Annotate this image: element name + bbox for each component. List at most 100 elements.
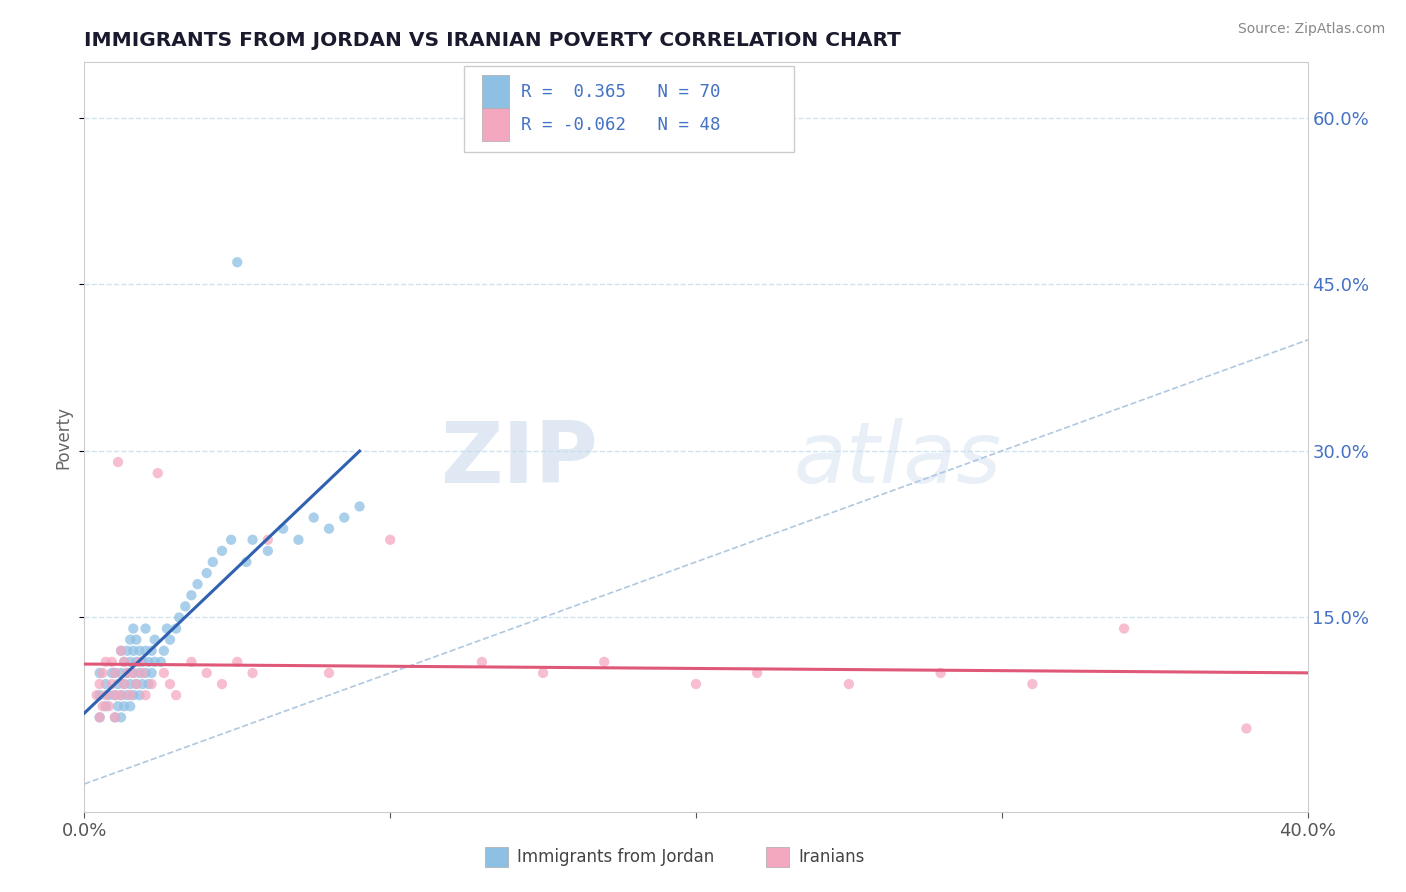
Point bbox=[318, 665, 340, 680]
Point bbox=[1236, 722, 1258, 736]
Point bbox=[333, 510, 356, 524]
Point bbox=[101, 655, 124, 669]
Point bbox=[125, 677, 148, 691]
Point bbox=[125, 655, 148, 669]
Point bbox=[107, 699, 129, 714]
Point bbox=[128, 655, 150, 669]
Point bbox=[211, 677, 233, 691]
Point bbox=[156, 622, 179, 636]
Point bbox=[143, 655, 166, 669]
Point bbox=[89, 677, 111, 691]
Bar bbox=[482, 108, 509, 141]
Point bbox=[287, 533, 309, 547]
Point bbox=[135, 644, 157, 658]
Bar bbox=[482, 75, 509, 108]
Point bbox=[143, 632, 166, 647]
Point bbox=[97, 688, 120, 702]
Point bbox=[89, 710, 111, 724]
Point bbox=[380, 533, 402, 547]
Point bbox=[122, 665, 145, 680]
Point bbox=[104, 688, 127, 702]
Point bbox=[180, 588, 202, 602]
Text: R =  0.365   N = 70: R = 0.365 N = 70 bbox=[522, 83, 720, 101]
Point bbox=[146, 466, 169, 480]
Point bbox=[195, 566, 218, 580]
Point bbox=[1021, 677, 1043, 691]
Point bbox=[128, 688, 150, 702]
Point bbox=[141, 644, 163, 658]
Point bbox=[929, 665, 952, 680]
Point bbox=[104, 710, 127, 724]
Point bbox=[94, 699, 117, 714]
FancyBboxPatch shape bbox=[464, 66, 794, 153]
Point bbox=[131, 655, 153, 669]
Point bbox=[128, 665, 150, 680]
Point bbox=[86, 688, 108, 702]
Point bbox=[186, 577, 208, 591]
Point bbox=[153, 644, 176, 658]
Point bbox=[89, 665, 111, 680]
Point bbox=[195, 665, 218, 680]
Point bbox=[165, 688, 187, 702]
Point bbox=[110, 644, 132, 658]
Point bbox=[167, 610, 190, 624]
Point bbox=[94, 655, 117, 669]
Point bbox=[115, 688, 138, 702]
Point bbox=[135, 622, 157, 636]
Point bbox=[201, 555, 224, 569]
Point bbox=[115, 665, 138, 680]
Point bbox=[115, 665, 138, 680]
Point bbox=[159, 632, 181, 647]
Point bbox=[112, 677, 135, 691]
Point bbox=[141, 677, 163, 691]
Point bbox=[97, 699, 120, 714]
Point bbox=[1114, 622, 1136, 636]
Point bbox=[112, 677, 135, 691]
Point bbox=[104, 665, 127, 680]
Point bbox=[104, 688, 127, 702]
Point bbox=[531, 665, 554, 680]
Point bbox=[110, 710, 132, 724]
Point bbox=[165, 622, 187, 636]
Point bbox=[107, 455, 129, 469]
Point bbox=[120, 655, 142, 669]
Point bbox=[211, 544, 233, 558]
Point bbox=[471, 655, 494, 669]
Point bbox=[242, 533, 264, 547]
Point bbox=[138, 677, 160, 691]
Point bbox=[271, 522, 294, 536]
Point bbox=[110, 644, 132, 658]
Point bbox=[122, 688, 145, 702]
Point bbox=[302, 510, 325, 524]
Text: Iranians: Iranians bbox=[799, 848, 865, 866]
Point bbox=[89, 688, 111, 702]
Point bbox=[180, 655, 202, 669]
Point bbox=[101, 665, 124, 680]
Point bbox=[91, 665, 114, 680]
Y-axis label: Poverty: Poverty bbox=[55, 406, 73, 468]
Point bbox=[219, 533, 242, 547]
Text: R = -0.062   N = 48: R = -0.062 N = 48 bbox=[522, 116, 720, 134]
Point bbox=[101, 677, 124, 691]
Point bbox=[120, 677, 142, 691]
Point bbox=[107, 677, 129, 691]
Point bbox=[153, 665, 176, 680]
Point bbox=[104, 665, 127, 680]
Point bbox=[685, 677, 707, 691]
Point bbox=[94, 688, 117, 702]
Point bbox=[226, 655, 249, 669]
Point bbox=[257, 544, 280, 558]
Point bbox=[89, 710, 111, 724]
Point bbox=[122, 665, 145, 680]
Point bbox=[120, 688, 142, 702]
Point bbox=[125, 677, 148, 691]
Point bbox=[110, 688, 132, 702]
Point bbox=[120, 632, 142, 647]
Point bbox=[131, 677, 153, 691]
Point bbox=[349, 500, 371, 514]
Point bbox=[235, 555, 257, 569]
Text: atlas: atlas bbox=[794, 418, 1002, 501]
Point bbox=[135, 688, 157, 702]
Point bbox=[149, 655, 172, 669]
Point bbox=[115, 644, 138, 658]
